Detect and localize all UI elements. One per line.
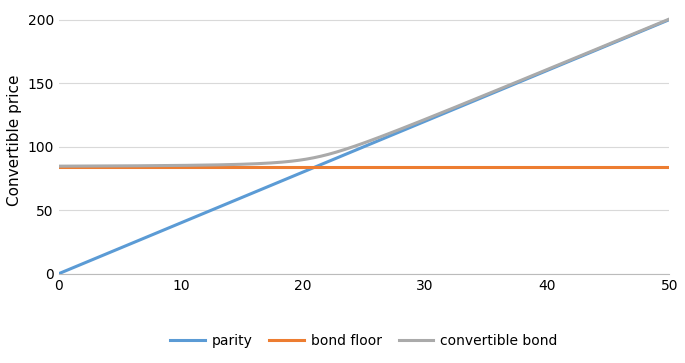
Legend: parity, bond floor, convertible bond: parity, bond floor, convertible bond	[164, 329, 563, 354]
Y-axis label: Convertible price: Convertible price	[7, 74, 22, 206]
